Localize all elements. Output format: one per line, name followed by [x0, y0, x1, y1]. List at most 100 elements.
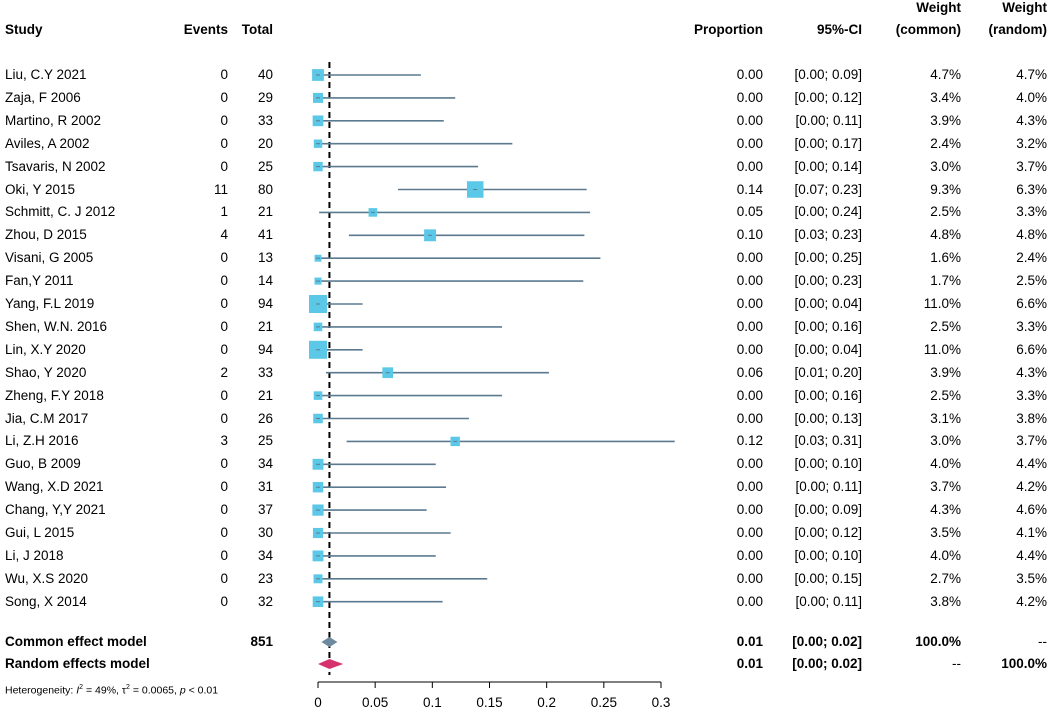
study-weight-common: 4.8% [930, 227, 961, 243]
study-events: 0 [220, 410, 228, 426]
x-tick-label: 0.3 [652, 695, 671, 710]
heterogeneity-part: = 49%, [83, 684, 122, 697]
study-ci: [0.00; 0.11] [795, 112, 862, 128]
heterogeneity-part: 2 [79, 684, 84, 691]
heterogeneity-part: I [76, 684, 80, 697]
study-ci: [0.00; 0.14] [794, 158, 862, 174]
study-weight-common: 9.3% [930, 181, 961, 197]
x-tick-label: 0.2 [537, 695, 556, 710]
study-ci: [0.00; 0.15] [794, 570, 862, 586]
study-weight-common: 4.7% [930, 67, 961, 82]
study-events: 0 [220, 570, 228, 586]
study-weight-common: 3.5% [930, 525, 961, 540]
study-name: Song, X 2014 [5, 593, 87, 609]
study-weight-random: 4.1% [1016, 525, 1047, 540]
x-tick-label: 0.05 [362, 695, 388, 710]
study-weight-common: 4.0% [930, 456, 961, 472]
study-total: 14 [257, 273, 273, 289]
x-tick-label: 0.25 [591, 695, 617, 710]
study-name: Jia, C.M 2017 [5, 410, 89, 426]
study-events: 0 [220, 89, 228, 105]
common-model-ci: [0.00; 0.02] [792, 634, 862, 649]
study-events: 11 [213, 181, 228, 197]
study-proportion: 0.00 [736, 547, 763, 563]
heterogeneity-part: τ [121, 684, 127, 697]
study-total: 94 [257, 296, 273, 311]
study-proportion: 0.00 [736, 502, 763, 518]
study-weight-random: 3.5% [1016, 570, 1047, 586]
random-model-proportion: 0.01 [736, 656, 763, 671]
heterogeneity-part: p [179, 684, 186, 697]
study-total: 25 [257, 158, 273, 174]
heterogeneity-text: Heterogeneity: I2 = 49%, τ2 = 0.0065, p … [5, 684, 218, 697]
study-weight-random: 4.6% [1016, 502, 1047, 518]
study-ci: [0.00; 0.16] [794, 318, 862, 334]
study-weight-random: 2.4% [1016, 250, 1047, 266]
study-events: 0 [220, 387, 228, 403]
study-name: Chang, Y,Y 2021 [5, 502, 106, 518]
study-name: Li, Z.H 2016 [5, 433, 79, 449]
study-name: Lin, X.Y 2020 [5, 341, 86, 357]
study-ci: [0.00; 0.11] [795, 593, 862, 609]
study-proportion: 0.00 [736, 593, 763, 609]
study-name: Schmitt, C. J 2012 [5, 204, 116, 220]
study-proportion: 0.14 [736, 181, 763, 197]
study-proportion: 0.00 [736, 89, 763, 105]
study-total: 32 [257, 593, 273, 609]
study-ci: [0.00; 0.04] [794, 296, 862, 311]
study-proportion: 0.00 [736, 570, 763, 586]
study-ci: [0.00; 0.25] [794, 250, 862, 266]
study-weight-common: 2.5% [930, 318, 961, 334]
study-events: 0 [220, 67, 228, 82]
study-ci: [0.00; 0.23] [794, 273, 862, 289]
study-proportion: 0.00 [736, 525, 763, 540]
study-weight-random: 4.8% [1016, 227, 1047, 243]
study-name: Zaja, F 2006 [5, 89, 81, 105]
study-name: Gui, L 2015 [5, 525, 75, 540]
study-weight-random: 4.3% [1016, 112, 1047, 128]
study-ci: [0.00; 0.10] [794, 547, 862, 563]
study-weight-random: 3.3% [1016, 318, 1047, 334]
study-proportion: 0.00 [736, 273, 763, 289]
x-tick-label: 0 [314, 695, 322, 710]
study-events: 2 [220, 364, 228, 380]
study-proportion: 0.12 [736, 433, 763, 449]
study-proportion: 0.00 [736, 158, 763, 174]
study-events: 0 [220, 135, 228, 151]
study-total: 40 [257, 67, 273, 82]
common-model-label: Common effect model [5, 634, 147, 649]
study-ci: [0.00; 0.12] [794, 89, 862, 105]
study-ci: [0.00; 0.24] [794, 204, 862, 220]
study-weight-common: 3.0% [930, 158, 961, 174]
study-total: 34 [257, 456, 273, 472]
study-weight-random: 3.2% [1016, 135, 1047, 151]
study-ci: [0.00; 0.09] [794, 67, 862, 82]
study-weight-common: 3.8% [930, 593, 961, 609]
study-events: 0 [220, 158, 228, 174]
study-proportion: 0.00 [736, 341, 763, 357]
heterogeneity-part: < 0.01 [185, 684, 219, 697]
study-weight-common: 1.7% [930, 273, 961, 289]
study-proportion: 0.00 [736, 135, 763, 151]
study-proportion: 0.05 [736, 204, 763, 220]
study-weight-common: 11.0% [923, 296, 961, 311]
study-name: Wang, X.D 2021 [5, 479, 104, 495]
study-ci: [0.03; 0.23] [794, 227, 862, 243]
study-events: 0 [220, 341, 228, 357]
study-proportion: 0.00 [736, 410, 763, 426]
header-study: Study [5, 22, 43, 37]
common-effect-diamond [321, 637, 338, 647]
study-proportion: 0.00 [736, 318, 763, 334]
common-model-weight-random: -- [1038, 634, 1047, 649]
study-weight-random: 3.3% [1016, 204, 1047, 220]
study-ci: [0.07; 0.23] [794, 181, 862, 197]
study-weight-random: 4.2% [1016, 593, 1047, 609]
study-weight-common: 2.7% [930, 570, 961, 586]
study-total: 21 [257, 204, 273, 220]
study-ci: [0.00; 0.17] [794, 135, 862, 151]
study-events: 0 [220, 318, 228, 334]
study-name: Guo, B 2009 [5, 456, 81, 472]
common-model-weight-common: 100.0% [915, 634, 961, 649]
study-name: Oki, Y 2015 [5, 181, 76, 197]
study-events: 0 [220, 502, 228, 518]
